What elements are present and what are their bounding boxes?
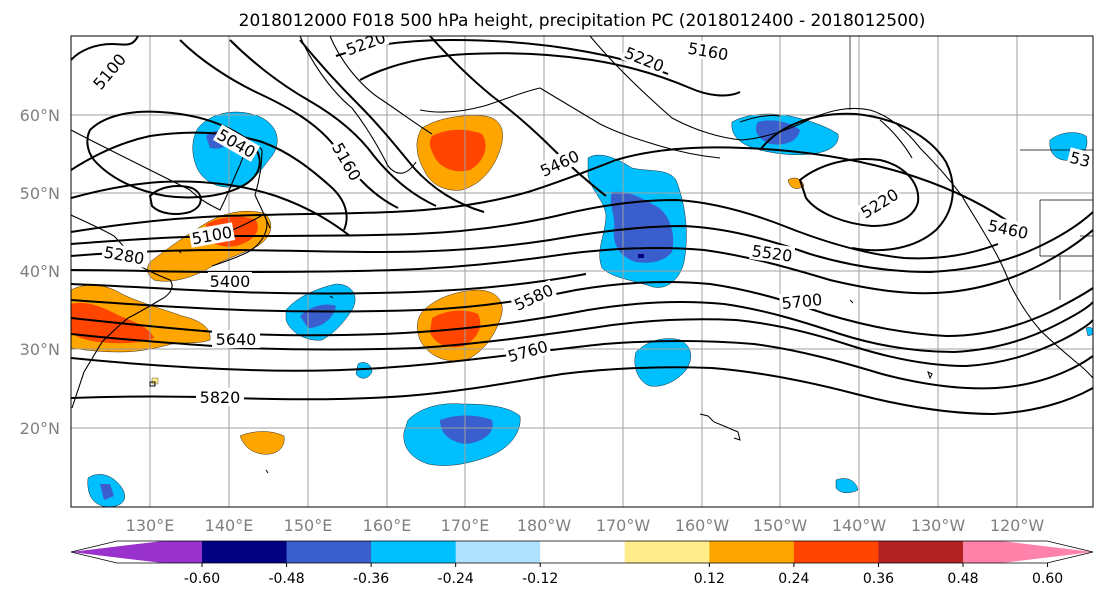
lat-label: 30°N	[20, 340, 60, 359]
colorbar-tick-label: 0.12	[694, 571, 725, 587]
lon-label: 170°E	[441, 516, 490, 535]
contour-5160-west	[71, 131, 348, 231]
contour-label-5640: 5640	[216, 330, 257, 349]
lon-label: 130°E	[126, 516, 175, 535]
lon-label: 160°W	[675, 516, 730, 535]
contour-5040	[86, 110, 261, 199]
colorbar-tick-label: 0.24	[778, 571, 809, 587]
colorbar-tick-label: 0.36	[863, 571, 894, 587]
contour-5100-north	[71, 36, 139, 61]
contour-5640	[71, 301, 1093, 354]
colorbar-segment	[709, 541, 795, 563]
map-panel: 5100 5220 5160 5220 5040 5160 5460 5100 …	[71, 36, 1093, 507]
height-contours	[71, 36, 1093, 416]
lon-label: 140°E	[205, 516, 254, 535]
colorbar-segment	[71, 541, 202, 563]
contour-5460	[71, 146, 1007, 233]
lon-label: 130°W	[911, 516, 966, 535]
lon-label: 160°E	[363, 516, 412, 535]
colorbar-tick-label: 0.48	[947, 571, 978, 587]
contour-5280	[71, 211, 1093, 274]
contour-5160-north	[359, 52, 741, 97]
colorbar-tick-label: 0.60	[1032, 571, 1063, 587]
lon-label: 180°W	[517, 516, 572, 535]
coastlines	[71, 36, 1093, 409]
contour-5700	[71, 318, 1093, 368]
contour-5580	[71, 281, 1093, 338]
colorbar-tick-label: -0.24	[438, 571, 474, 587]
colorbar-tick-label: -0.60	[184, 571, 220, 587]
colorbar-segment	[202, 541, 288, 563]
contour-label-5700: 5700	[781, 290, 823, 313]
longitude-labels: 130°E 140°E 150°E 160°E 170°E 180°W 170°…	[126, 516, 1045, 535]
colorbar-segment	[963, 541, 1093, 563]
colorbar-segment	[286, 541, 372, 563]
colorbar-tick-label: -0.36	[353, 571, 389, 587]
lon-label: 120°W	[990, 516, 1045, 535]
lat-label: 50°N	[20, 184, 60, 203]
lon-label: 140°W	[832, 516, 887, 535]
lat-label: 60°N	[20, 106, 60, 125]
contour-5820	[71, 366, 1093, 416]
map-frame	[70, 35, 1094, 508]
colorbar-segment	[878, 541, 964, 563]
contour-5760	[71, 340, 1093, 390]
contour-label-53: 53	[1068, 148, 1092, 171]
lon-label: 150°E	[284, 516, 333, 535]
colorbar-segment	[624, 541, 710, 563]
neg-anomaly-central	[634, 338, 691, 387]
colorbar-segment	[540, 541, 626, 563]
contour-5400	[71, 229, 1093, 295]
colorbar-segment	[455, 541, 541, 563]
colorbar-tick-label: -0.48	[268, 571, 304, 587]
latitude-labels: 60°N 50°N 40°N 30°N 20°N	[20, 106, 60, 438]
lat-label: 40°N	[20, 262, 60, 281]
figure-title: 2018012000 F018 500 hPa height, precipit…	[239, 11, 926, 31]
colorbar: -0.60 -0.48 -0.36 -0.24 -0.12 0.12 0.24 0.36 0.4…	[70, 540, 1094, 587]
lat-label: 20°N	[20, 419, 60, 438]
colorbar-segment	[793, 541, 879, 563]
contour-label-5400: 5400	[210, 272, 251, 291]
lon-label: 150°W	[753, 516, 808, 535]
colorbar-tick-label: -0.12	[522, 571, 558, 587]
contour-5520	[71, 198, 999, 260]
colorbar-segment	[371, 541, 457, 563]
lon-label: 170°W	[596, 516, 651, 535]
contour-label-5820: 5820	[200, 388, 241, 407]
colorbar-outline	[70, 540, 1094, 564]
